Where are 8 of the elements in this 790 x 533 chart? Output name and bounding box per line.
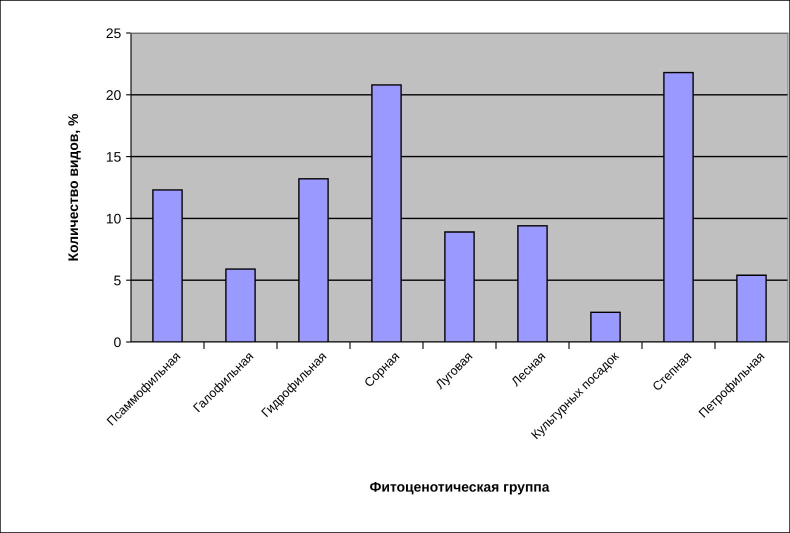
y-tick-label: 15: [106, 152, 121, 162]
y-tick-label: 10: [106, 214, 121, 224]
x-axis-title: Фитоценотическая группа: [370, 482, 550, 495]
y-tick-label: 25: [106, 28, 121, 38]
y-axis-title: Количество видов, %: [68, 114, 81, 260]
y-tick-label: 0: [114, 337, 121, 348]
y-tick-label: 20: [106, 90, 121, 100]
y-tick-label: 5: [114, 276, 121, 286]
